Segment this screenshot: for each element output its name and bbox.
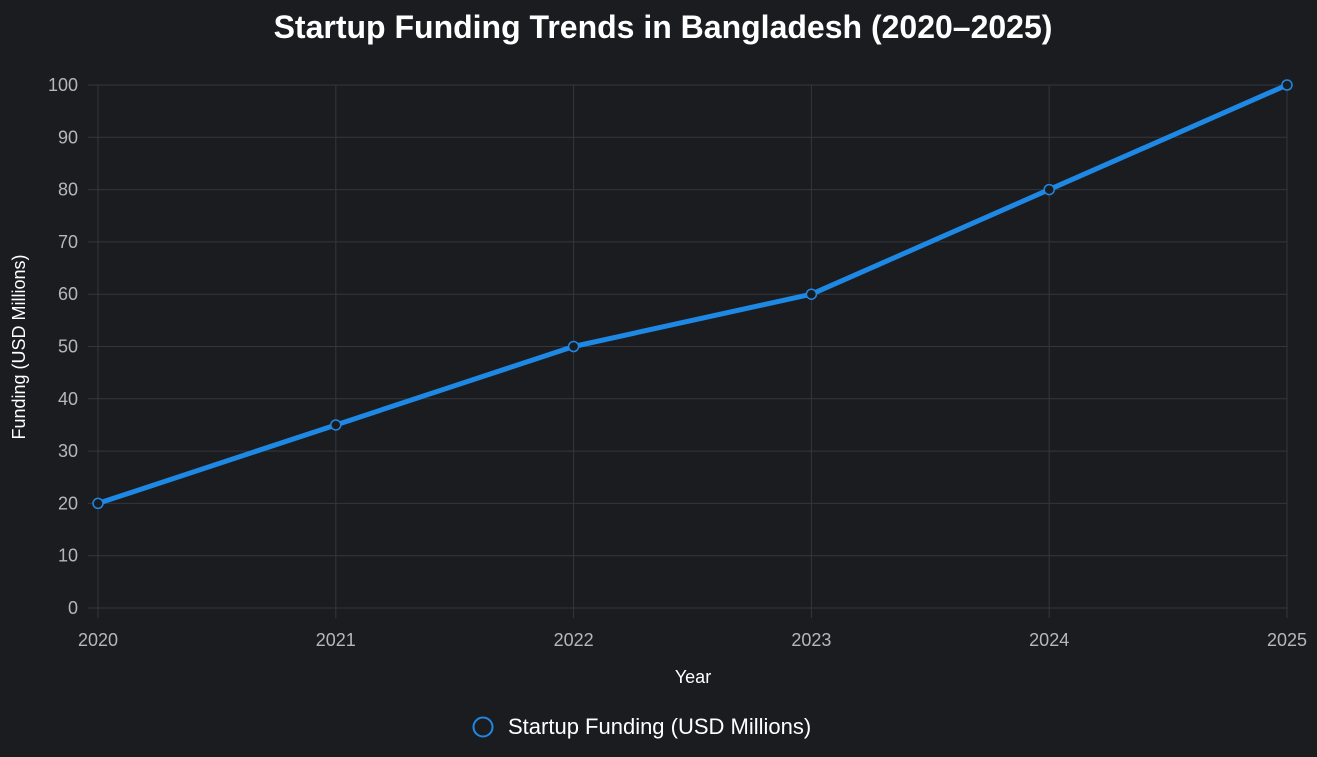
x-tick-label: 2022 [554, 630, 594, 650]
x-tick-label: 2025 [1267, 630, 1307, 650]
y-tick-label: 0 [68, 598, 78, 618]
legend-label[interactable]: Startup Funding (USD Millions) [508, 714, 811, 739]
y-tick-label: 70 [58, 232, 78, 252]
x-axis-title: Year [675, 667, 711, 687]
y-tick-label: 80 [58, 180, 78, 200]
legend-marker-icon[interactable] [472, 716, 494, 738]
data-point[interactable] [1281, 79, 1293, 91]
data-point[interactable] [330, 419, 342, 431]
y-axis-title: Funding (USD Millions) [9, 254, 29, 439]
y-tick-label: 90 [58, 127, 78, 147]
series-line [95, 82, 1290, 506]
data-point[interactable] [805, 288, 818, 300]
chart-title: Startup Funding Trends in Bangladesh (20… [274, 9, 1053, 45]
data-point[interactable] [92, 497, 104, 510]
y-tick-label: 100 [48, 75, 78, 95]
y-tick-label: 10 [58, 546, 78, 566]
series-layer [92, 79, 1293, 510]
x-tick-label: 2020 [78, 630, 118, 650]
y-axis-ticks: 0 10 20 30 40 50 60 70 80 90 100 [48, 75, 78, 618]
y-tick-label: 40 [58, 389, 78, 409]
y-tick-label: 30 [58, 441, 78, 461]
y-tick-label: 50 [58, 337, 78, 357]
y-tick-label: 60 [58, 284, 78, 304]
data-point[interactable] [567, 340, 580, 353]
data-point[interactable] [1043, 183, 1055, 196]
y-tick-label: 20 [58, 493, 78, 513]
x-tick-label: 2021 [316, 630, 356, 650]
x-tick-label: 2023 [791, 630, 831, 650]
legend[interactable]: Startup Funding (USD Millions) [472, 714, 812, 739]
x-tick-label: 2024 [1029, 630, 1069, 650]
x-axis-ticks: 2020 2021 2022 2023 2024 2025 [78, 630, 1307, 650]
